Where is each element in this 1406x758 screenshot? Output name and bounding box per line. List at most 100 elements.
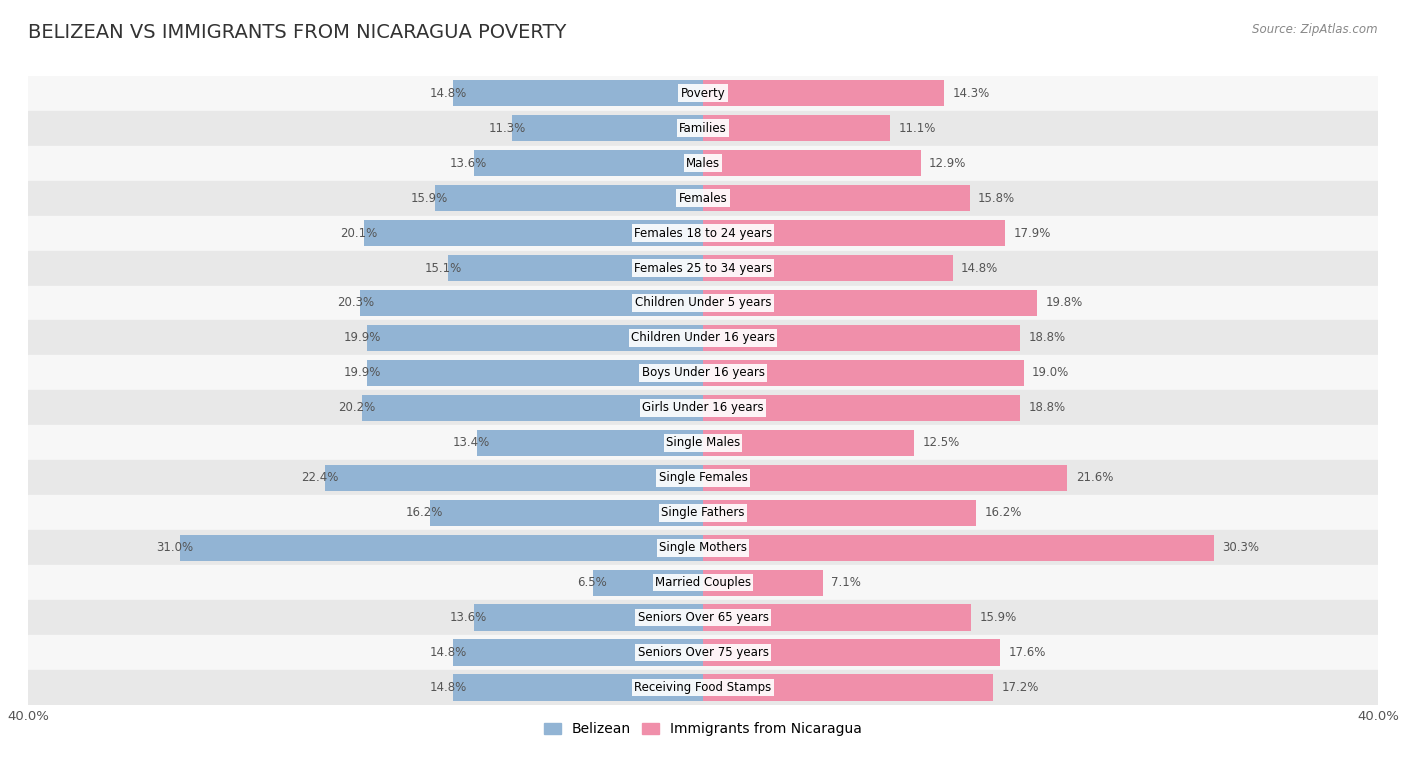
- Bar: [28, 390, 1378, 425]
- Bar: [703, 80, 945, 106]
- Text: Boys Under 16 years: Boys Under 16 years: [641, 366, 765, 380]
- Bar: [453, 640, 703, 666]
- Bar: [28, 356, 1378, 390]
- Bar: [360, 290, 703, 316]
- Text: 19.9%: 19.9%: [343, 366, 381, 380]
- Text: 19.8%: 19.8%: [1046, 296, 1083, 309]
- Bar: [703, 255, 953, 281]
- Text: 19.9%: 19.9%: [343, 331, 381, 344]
- Bar: [703, 569, 823, 596]
- Bar: [28, 146, 1378, 180]
- Bar: [180, 534, 703, 561]
- Text: 20.2%: 20.2%: [339, 401, 375, 415]
- Bar: [453, 675, 703, 700]
- Text: 15.8%: 15.8%: [979, 192, 1015, 205]
- Bar: [28, 215, 1378, 251]
- Text: 11.1%: 11.1%: [898, 122, 936, 135]
- Text: Children Under 5 years: Children Under 5 years: [634, 296, 772, 309]
- Text: 18.8%: 18.8%: [1029, 331, 1066, 344]
- Bar: [430, 500, 703, 526]
- Text: 15.1%: 15.1%: [425, 262, 461, 274]
- Bar: [28, 565, 1378, 600]
- Bar: [703, 290, 1038, 316]
- Text: 15.9%: 15.9%: [411, 192, 449, 205]
- Text: Poverty: Poverty: [681, 86, 725, 100]
- Bar: [28, 600, 1378, 635]
- Bar: [28, 495, 1378, 530]
- Text: BELIZEAN VS IMMIGRANTS FROM NICARAGUA POVERTY: BELIZEAN VS IMMIGRANTS FROM NICARAGUA PO…: [28, 23, 567, 42]
- Bar: [703, 534, 1215, 561]
- Bar: [28, 321, 1378, 356]
- Text: 11.3%: 11.3%: [489, 122, 526, 135]
- Text: Seniors Over 65 years: Seniors Over 65 years: [637, 611, 769, 624]
- Text: Males: Males: [686, 157, 720, 170]
- Text: Children Under 16 years: Children Under 16 years: [631, 331, 775, 344]
- Bar: [363, 395, 703, 421]
- Bar: [28, 530, 1378, 565]
- Bar: [512, 115, 703, 141]
- Bar: [449, 255, 703, 281]
- Bar: [703, 360, 1024, 386]
- Bar: [28, 76, 1378, 111]
- Text: Single Females: Single Females: [658, 471, 748, 484]
- Text: 17.6%: 17.6%: [1008, 646, 1046, 659]
- Text: 6.5%: 6.5%: [576, 576, 607, 589]
- Text: Females 18 to 24 years: Females 18 to 24 years: [634, 227, 772, 240]
- Text: Single Mothers: Single Mothers: [659, 541, 747, 554]
- Text: 7.1%: 7.1%: [831, 576, 860, 589]
- Bar: [703, 604, 972, 631]
- Bar: [367, 325, 703, 351]
- Text: 17.2%: 17.2%: [1001, 681, 1039, 694]
- Bar: [703, 395, 1021, 421]
- Bar: [434, 185, 703, 211]
- Text: 13.6%: 13.6%: [450, 157, 486, 170]
- Text: 19.0%: 19.0%: [1032, 366, 1069, 380]
- Bar: [703, 185, 970, 211]
- Text: Girls Under 16 years: Girls Under 16 years: [643, 401, 763, 415]
- Text: Females 25 to 34 years: Females 25 to 34 years: [634, 262, 772, 274]
- Bar: [703, 675, 993, 700]
- Text: 20.1%: 20.1%: [340, 227, 377, 240]
- Text: 14.8%: 14.8%: [430, 681, 467, 694]
- Text: 15.9%: 15.9%: [980, 611, 1017, 624]
- Legend: Belizean, Immigrants from Nicaragua: Belizean, Immigrants from Nicaragua: [538, 717, 868, 742]
- Text: Families: Families: [679, 122, 727, 135]
- Text: 30.3%: 30.3%: [1223, 541, 1260, 554]
- Bar: [703, 500, 976, 526]
- Text: Females: Females: [679, 192, 727, 205]
- Bar: [364, 220, 703, 246]
- Text: 13.6%: 13.6%: [450, 611, 486, 624]
- Text: 12.9%: 12.9%: [929, 157, 966, 170]
- Bar: [593, 569, 703, 596]
- Text: 14.8%: 14.8%: [430, 86, 467, 100]
- Bar: [28, 111, 1378, 146]
- Text: Single Males: Single Males: [666, 437, 740, 449]
- Text: Seniors Over 75 years: Seniors Over 75 years: [637, 646, 769, 659]
- Text: 14.8%: 14.8%: [962, 262, 998, 274]
- Text: 12.5%: 12.5%: [922, 437, 959, 449]
- Bar: [474, 150, 703, 177]
- Text: Source: ZipAtlas.com: Source: ZipAtlas.com: [1253, 23, 1378, 36]
- Text: 18.8%: 18.8%: [1029, 401, 1066, 415]
- Text: Receiving Food Stamps: Receiving Food Stamps: [634, 681, 772, 694]
- Bar: [703, 220, 1005, 246]
- Bar: [28, 635, 1378, 670]
- Text: Married Couples: Married Couples: [655, 576, 751, 589]
- Bar: [28, 670, 1378, 705]
- Bar: [703, 325, 1021, 351]
- Text: 16.2%: 16.2%: [984, 506, 1022, 519]
- Bar: [703, 115, 890, 141]
- Text: Single Fathers: Single Fathers: [661, 506, 745, 519]
- Text: 13.4%: 13.4%: [453, 437, 491, 449]
- Bar: [28, 286, 1378, 321]
- Bar: [703, 640, 1000, 666]
- Text: 20.3%: 20.3%: [337, 296, 374, 309]
- Bar: [28, 251, 1378, 286]
- Text: 31.0%: 31.0%: [156, 541, 194, 554]
- Text: 17.9%: 17.9%: [1014, 227, 1050, 240]
- Bar: [367, 360, 703, 386]
- Bar: [477, 430, 703, 456]
- Bar: [28, 460, 1378, 495]
- Text: 16.2%: 16.2%: [406, 506, 443, 519]
- Text: 21.6%: 21.6%: [1076, 471, 1114, 484]
